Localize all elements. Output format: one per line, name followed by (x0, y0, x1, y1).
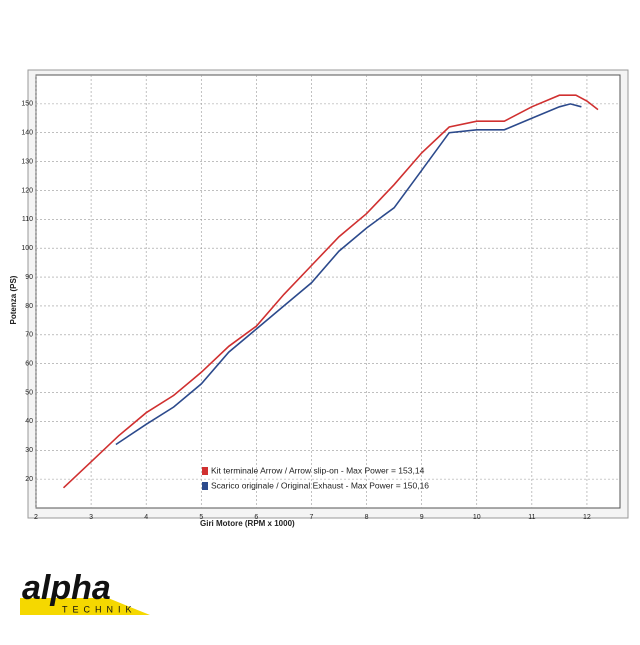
plot-area (35, 74, 621, 509)
x-tick-label: 11 (528, 514, 535, 521)
x-tick-label: 8 (365, 514, 369, 521)
x-tick-label: 6 (254, 514, 258, 521)
y-tick-label: 130 (21, 158, 33, 165)
y-tick-label: 90 (25, 274, 33, 281)
y-tick-label: 150 (21, 101, 33, 108)
y-tick-label: 50 (25, 389, 33, 396)
y-axis-label: Potenza (PS) (9, 275, 18, 324)
logo-shape (20, 598, 150, 615)
legend-entry: Scarico originale / Original Exhaust - M… (211, 480, 429, 490)
data-line (115, 103, 582, 446)
y-tick-label: 80 (25, 303, 33, 310)
y-tick-label: 40 (25, 418, 33, 425)
y-tick-label: 30 (25, 447, 33, 454)
x-tick-label: 10 (473, 514, 481, 521)
y-tick-label: 20 (25, 476, 33, 483)
legend-swatch (202, 482, 208, 490)
logo-tagline: TECHNIK (62, 604, 137, 614)
y-tick-label: 110 (22, 216, 33, 223)
y-tick-label: 140 (21, 130, 33, 137)
legend-swatch (202, 467, 208, 475)
x-tick-label: 4 (144, 514, 148, 521)
x-tick-label: 3 (89, 514, 93, 521)
legend-entry: Kit terminale Arrow / Arrow slip-on - Ma… (211, 465, 425, 475)
x-tick-label: 9 (420, 514, 424, 521)
x-tick-label: 2 (34, 514, 38, 521)
x-tick-label: 12 (583, 514, 591, 521)
y-tick-label: 100 (21, 245, 33, 252)
logo-name: alpha (22, 569, 111, 607)
data-line (62, 94, 599, 489)
y-tick-label: 120 (21, 187, 33, 194)
x-tick-label: 7 (310, 514, 314, 521)
x-axis-label: Giri Motore (RPM x 1000) (200, 519, 295, 528)
y-tick-label: 60 (25, 361, 33, 368)
y-tick-label: 70 (25, 332, 33, 339)
x-tick-label: 5 (199, 514, 203, 521)
